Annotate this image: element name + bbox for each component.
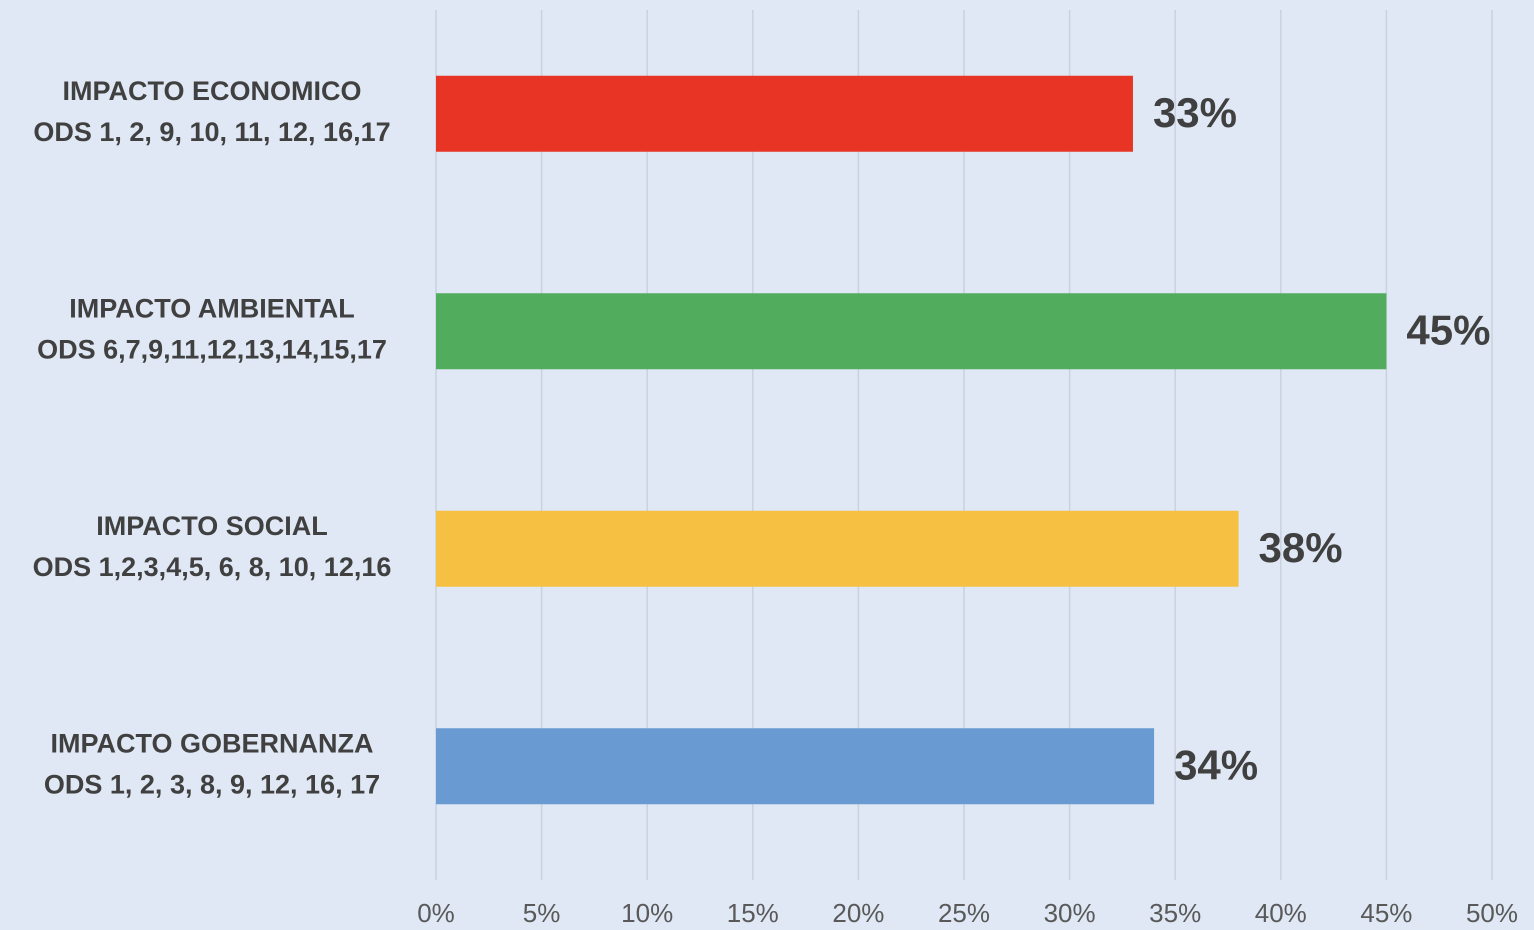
- x-tick-label: 50%: [1466, 898, 1518, 928]
- x-tick-label: 40%: [1255, 898, 1307, 928]
- category-label: ODS 1, 2, 9, 10, 11, 12, 16,17: [33, 117, 390, 147]
- x-tick-label: 30%: [1044, 898, 1096, 928]
- bar: [436, 728, 1155, 805]
- x-tick-label: 25%: [938, 898, 990, 928]
- x-tick-label: 35%: [1149, 898, 1201, 928]
- category-label: IMPACTO SOCIAL: [96, 511, 328, 541]
- value-label: 33%: [1153, 89, 1237, 136]
- value-label: 45%: [1406, 306, 1490, 353]
- category-label: ODS 6,7,9,11,12,13,14,15,17: [37, 334, 387, 364]
- category-label: IMPACTO AMBIENTAL: [69, 293, 354, 323]
- x-tick-label: 10%: [621, 898, 673, 928]
- category-label: ODS 1,2,3,4,5, 6, 8, 10, 12,16: [33, 552, 392, 582]
- x-tick-label: 45%: [1360, 898, 1412, 928]
- value-label: 38%: [1259, 524, 1343, 571]
- category-label: IMPACTO GOBERNANZA: [51, 728, 374, 758]
- x-tick-label: 15%: [727, 898, 779, 928]
- bar: [436, 75, 1133, 152]
- x-tick-label: 5%: [523, 898, 561, 928]
- category-label: IMPACTO ECONOMICO: [62, 76, 361, 106]
- x-tick-label: 0%: [417, 898, 455, 928]
- bar: [436, 293, 1387, 370]
- category-label: ODS 1, 2, 3, 8, 9, 12, 16, 17: [44, 769, 380, 799]
- value-label: 34%: [1174, 741, 1258, 788]
- x-tick-label: 20%: [832, 898, 884, 928]
- bar: [436, 510, 1239, 587]
